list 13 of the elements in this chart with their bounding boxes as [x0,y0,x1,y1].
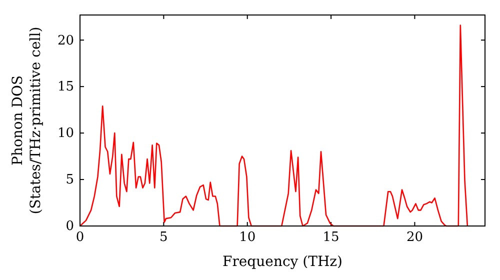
y-tick-label: 5 [66,172,74,188]
line-series [79,24,468,227]
y-tick-label: 20 [57,33,74,48]
x-axis-title: Frequency (THz) [222,254,343,270]
y-tick-label: 10 [57,126,74,142]
x-tick-label: 20 [406,230,423,246]
x-tick-label: 15 [322,230,340,246]
y-axis-title: Phonon DOS (States/THz·primitive cell) [10,26,44,214]
x-tick-label: 10 [239,230,256,246]
y-tick-label: 15 [57,80,74,95]
x-tick-label: 0 [76,230,84,246]
x-tick-label: 5 [160,230,168,246]
y-tick-label: 0 [66,219,74,234]
